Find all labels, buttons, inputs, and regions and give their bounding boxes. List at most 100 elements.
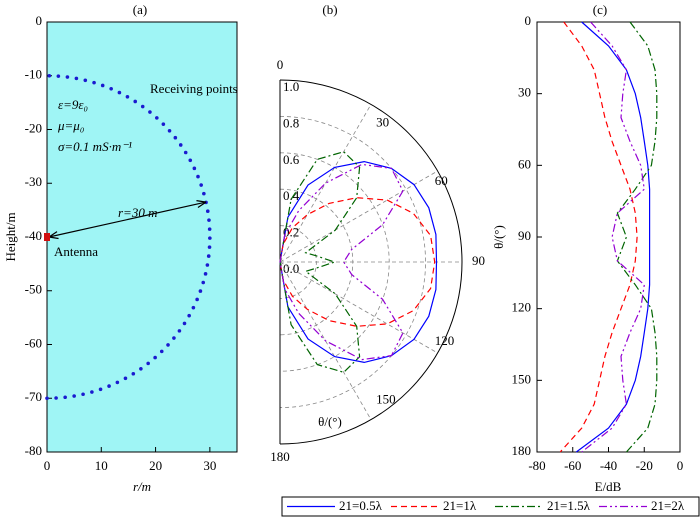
x-tick-label: 20 bbox=[149, 458, 162, 473]
receiving-point bbox=[56, 74, 61, 78]
x-tick-label: -20 bbox=[636, 458, 653, 473]
y-tick-label: -50 bbox=[25, 282, 42, 297]
receiving-point bbox=[198, 289, 203, 293]
receiving-point bbox=[74, 76, 79, 81]
receiving-point bbox=[207, 227, 212, 231]
receiving-point bbox=[92, 80, 96, 85]
theta-tick-label: 0 bbox=[277, 57, 284, 72]
receiving-point bbox=[178, 143, 183, 147]
pattern-line bbox=[279, 163, 404, 361]
receiving-point bbox=[109, 86, 113, 91]
panel-b-title: (b) bbox=[322, 2, 337, 17]
receiving-point bbox=[90, 390, 94, 394]
receiving-point bbox=[100, 83, 105, 88]
receiving-point bbox=[81, 392, 85, 397]
y-tick-label: -30 bbox=[25, 174, 42, 189]
receiving-point bbox=[83, 78, 88, 83]
y-tick-label: -80 bbox=[25, 443, 42, 458]
x-tick-label: -40 bbox=[600, 458, 617, 473]
receiving-point bbox=[125, 94, 130, 99]
receiving-point bbox=[205, 209, 210, 214]
receiving-point bbox=[155, 116, 159, 120]
theta-tick-label: 180 bbox=[270, 449, 290, 464]
y-tick-label: 150 bbox=[512, 371, 532, 386]
r-tick-label: 0.8 bbox=[283, 115, 299, 130]
panel-c-title: (c) bbox=[593, 2, 607, 17]
field-line bbox=[616, 21, 658, 453]
receiving-point bbox=[191, 305, 196, 310]
r-tick-label: 0.6 bbox=[283, 152, 300, 167]
receiving-point bbox=[148, 110, 152, 114]
theta-tick-label: 30 bbox=[376, 114, 389, 129]
panel-a-title: (a) bbox=[133, 2, 147, 17]
radial-grid bbox=[279, 116, 426, 408]
receiving-point bbox=[133, 99, 138, 104]
panel-c-xlabel: E/dB bbox=[595, 479, 622, 494]
receiving-point bbox=[177, 329, 182, 333]
angular-grid bbox=[279, 261, 438, 354]
receiving-point bbox=[173, 135, 178, 140]
r-tick-label: 0.0 bbox=[283, 261, 299, 276]
arrow-head bbox=[48, 231, 59, 240]
receiving-point bbox=[146, 361, 150, 366]
arrow-head bbox=[196, 200, 207, 208]
receiving-point bbox=[153, 355, 157, 360]
receiving-point bbox=[182, 321, 187, 326]
angular-grid bbox=[279, 170, 438, 263]
receiving-point bbox=[47, 73, 52, 78]
receiving-point bbox=[140, 104, 145, 109]
pattern-line bbox=[279, 160, 438, 364]
x-tick-label: 10 bbox=[95, 458, 108, 473]
y-tick-label: -20 bbox=[25, 120, 42, 135]
field-line bbox=[575, 21, 651, 453]
pattern-line bbox=[279, 197, 436, 327]
receiving-point bbox=[45, 396, 49, 401]
y-tick-label: -10 bbox=[25, 67, 42, 82]
receiving-point bbox=[201, 280, 206, 285]
x-tick-label: 0 bbox=[677, 458, 684, 473]
medium-annotation: σ=0.1 mS·m⁻¹ bbox=[58, 139, 132, 154]
y-tick-label: 120 bbox=[512, 300, 532, 315]
y-tick-label: -60 bbox=[25, 335, 42, 350]
panel-a-xlabel: r/m bbox=[133, 479, 151, 494]
receiving-point bbox=[72, 394, 76, 398]
receiving-point bbox=[195, 297, 199, 302]
radial-grid bbox=[279, 152, 390, 372]
legend-label: 21=2λ bbox=[651, 498, 685, 513]
y-tick-label: 0 bbox=[525, 13, 532, 28]
receiver-label: Receiving points bbox=[150, 81, 238, 96]
x-tick-label: -80 bbox=[528, 458, 545, 473]
receiving-point bbox=[107, 384, 111, 388]
theta-tick-label: 90 bbox=[472, 253, 485, 268]
x-tick-label: -60 bbox=[564, 458, 581, 473]
receiving-point bbox=[202, 191, 206, 196]
panel-b-xlabel: θ/(°) bbox=[318, 414, 342, 429]
receiving-point bbox=[188, 158, 193, 163]
receiving-point bbox=[54, 396, 58, 400]
x-tick-label: 30 bbox=[203, 458, 216, 473]
field-line bbox=[559, 21, 638, 453]
receiving-point bbox=[167, 128, 172, 133]
receiving-point bbox=[205, 263, 210, 267]
antenna-marker bbox=[44, 233, 50, 241]
receiving-point bbox=[63, 395, 67, 400]
receiving-point bbox=[192, 166, 197, 171]
legend-label: 21=1λ bbox=[443, 498, 477, 513]
receiving-point bbox=[172, 336, 176, 340]
receiving-point bbox=[187, 313, 191, 318]
legend-box bbox=[281, 496, 700, 517]
panel-a-ylabel: Height/m bbox=[3, 212, 18, 261]
r-tick-label: 1.0 bbox=[283, 79, 299, 94]
y-tick-label: 90 bbox=[518, 228, 531, 243]
legend-label: 21=0.5λ bbox=[339, 498, 383, 513]
y-tick-label: 180 bbox=[512, 443, 532, 458]
receiving-point bbox=[159, 349, 164, 354]
receiving-point bbox=[131, 371, 136, 376]
medium-annotation: ε=9ε₀ bbox=[58, 97, 88, 112]
legend-label: 21=1.5λ bbox=[547, 498, 591, 513]
radius-label: r=30 m bbox=[118, 205, 157, 220]
receiving-point bbox=[183, 150, 188, 155]
y-tick-label: 30 bbox=[518, 85, 531, 100]
theta-tick-label: 120 bbox=[435, 333, 455, 348]
theta-tick-label: 60 bbox=[435, 173, 448, 188]
